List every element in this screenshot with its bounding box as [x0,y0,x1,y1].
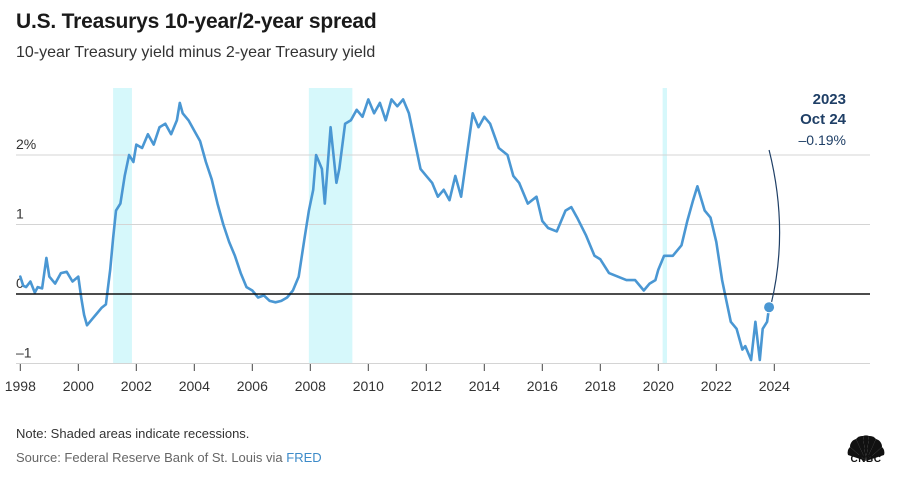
source-text: Source: Federal Reserve Bank of St. Loui… [16,450,287,465]
annotation-marker [763,301,776,314]
chart-title: U.S. Treasurys 10-year/2-year spread [16,10,377,33]
x-tick-label: 2018 [585,378,616,394]
y-tick-label: 2% [16,136,36,152]
annotation-date: Oct 24 [800,111,847,128]
recession-band-2 [662,88,667,364]
y-tick-label: 1 [16,206,24,222]
cnbc-logo-text: CNBC [850,454,882,465]
annotation-year: 2023 [813,91,846,108]
annotation-value: –0.19% [799,132,846,148]
x-tick-label: 2002 [121,378,152,394]
x-tick-label: 1998 [5,378,36,394]
y-tick-label: 0 [16,275,24,291]
source-line: Source: Federal Reserve Bank of St. Loui… [16,450,322,465]
x-tick-label: 2014 [469,378,500,394]
x-tick-label: 2004 [179,378,210,394]
line-chart: 2% 1 0 –1 1998 2000 2002 2004 2006 2008 2010 2012 20… [5,88,870,394]
annotation-leader-line [768,149,781,305]
chart-subtitle: 10-year Treasury yield minus 2-year Trea… [16,44,376,61]
x-tick-label: 2024 [759,378,790,394]
x-tick-label: 2010 [353,378,384,394]
series-line-spread [19,98,771,362]
x-tick-label: 2000 [63,378,94,394]
x-tick-label: 2020 [643,378,674,394]
cnbc-peacock-logo-icon [847,435,885,461]
x-tick-label: 2012 [411,378,442,394]
x-tick-label: 2022 [701,378,732,394]
x-tick-label: 2008 [295,378,326,394]
x-tick-label: 2016 [527,378,558,394]
footnote: Note: Shaded areas indicate recessions. [16,426,250,441]
y-tick-label: –1 [16,345,32,361]
recession-band-0 [113,88,132,364]
source-link[interactable]: FRED [286,450,322,465]
x-tick-label: 2006 [237,378,268,394]
